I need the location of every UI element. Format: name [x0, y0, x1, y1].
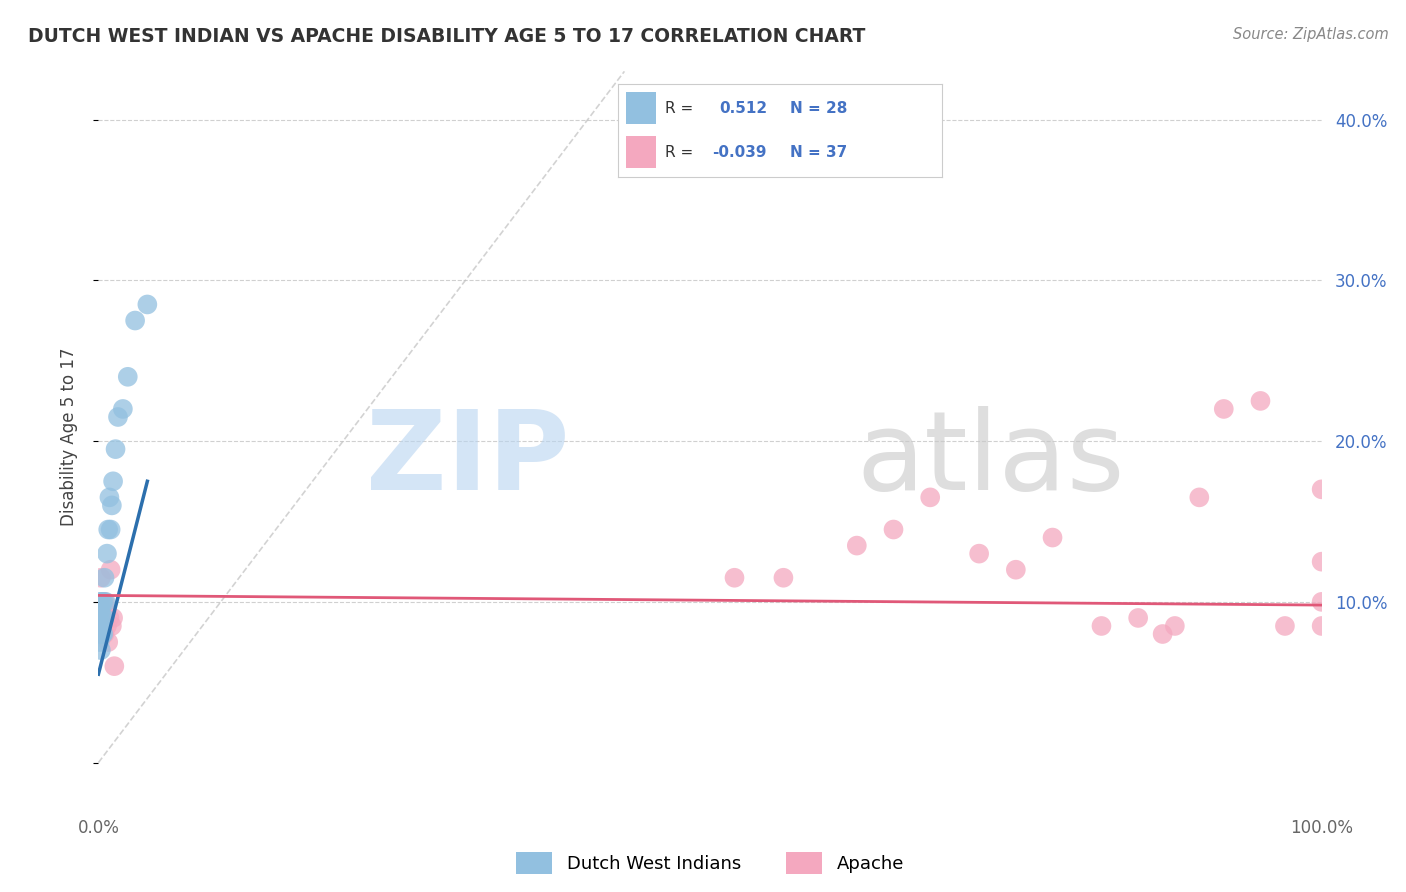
Text: DUTCH WEST INDIAN VS APACHE DISABILITY AGE 5 TO 17 CORRELATION CHART: DUTCH WEST INDIAN VS APACHE DISABILITY A…: [28, 27, 866, 45]
Point: [97, 635, 120, 649]
Point: [1310, 619, 1333, 633]
Point: [96, 547, 118, 561]
Point: [89, 619, 111, 633]
Point: [89, 635, 111, 649]
Point: [89, 611, 111, 625]
Point: [136, 297, 159, 311]
Point: [101, 499, 124, 513]
Point: [89, 627, 111, 641]
Point: [1310, 555, 1333, 569]
Point: [883, 523, 905, 537]
Point: [1274, 619, 1296, 633]
Point: [91, 611, 114, 625]
Point: [91, 627, 114, 641]
Point: [100, 523, 122, 537]
Point: [1249, 393, 1271, 408]
Point: [89, 595, 111, 609]
Point: [91, 627, 114, 641]
Point: [111, 401, 134, 416]
Text: atlas: atlas: [856, 406, 1125, 513]
Point: [772, 571, 794, 585]
Point: [920, 491, 942, 505]
Point: [91, 595, 114, 609]
Point: [1152, 627, 1174, 641]
Point: [91, 595, 114, 609]
Point: [845, 539, 868, 553]
Point: [1090, 619, 1112, 633]
Point: [90, 643, 112, 657]
Point: [98, 491, 121, 505]
Point: [94, 595, 117, 609]
Point: [104, 442, 127, 457]
Point: [90, 603, 112, 617]
Point: [1042, 531, 1064, 545]
Point: [100, 563, 122, 577]
Point: [101, 619, 124, 633]
Point: [101, 611, 124, 625]
Point: [91, 627, 114, 641]
Point: [1310, 595, 1333, 609]
Point: [91, 611, 114, 625]
Legend: Dutch West Indians, Apache: Dutch West Indians, Apache: [509, 845, 911, 881]
Point: [1188, 491, 1211, 505]
Point: [89, 619, 111, 633]
Y-axis label: Disability Age 5 to 17: Disability Age 5 to 17: [59, 348, 77, 526]
Point: [1128, 611, 1150, 625]
Point: [723, 571, 745, 585]
Point: [91, 595, 114, 609]
Point: [93, 595, 115, 609]
Point: [93, 571, 115, 585]
Point: [1004, 563, 1026, 577]
Point: [117, 369, 139, 384]
Point: [1310, 483, 1333, 497]
Point: [124, 313, 146, 327]
Point: [98, 611, 121, 625]
Point: [103, 659, 125, 673]
Point: [97, 523, 120, 537]
Point: [93, 611, 115, 625]
Point: [90, 611, 112, 625]
Point: [96, 619, 118, 633]
Point: [90, 619, 112, 633]
Point: [967, 547, 990, 561]
Point: [89, 603, 111, 617]
Point: [94, 603, 117, 617]
Text: ZIP: ZIP: [366, 406, 569, 513]
Point: [1164, 619, 1187, 633]
Text: Source: ZipAtlas.com: Source: ZipAtlas.com: [1233, 27, 1389, 42]
Point: [101, 475, 124, 489]
Point: [93, 627, 115, 641]
Point: [107, 409, 129, 424]
Point: [1212, 401, 1234, 416]
Point: [90, 571, 112, 585]
